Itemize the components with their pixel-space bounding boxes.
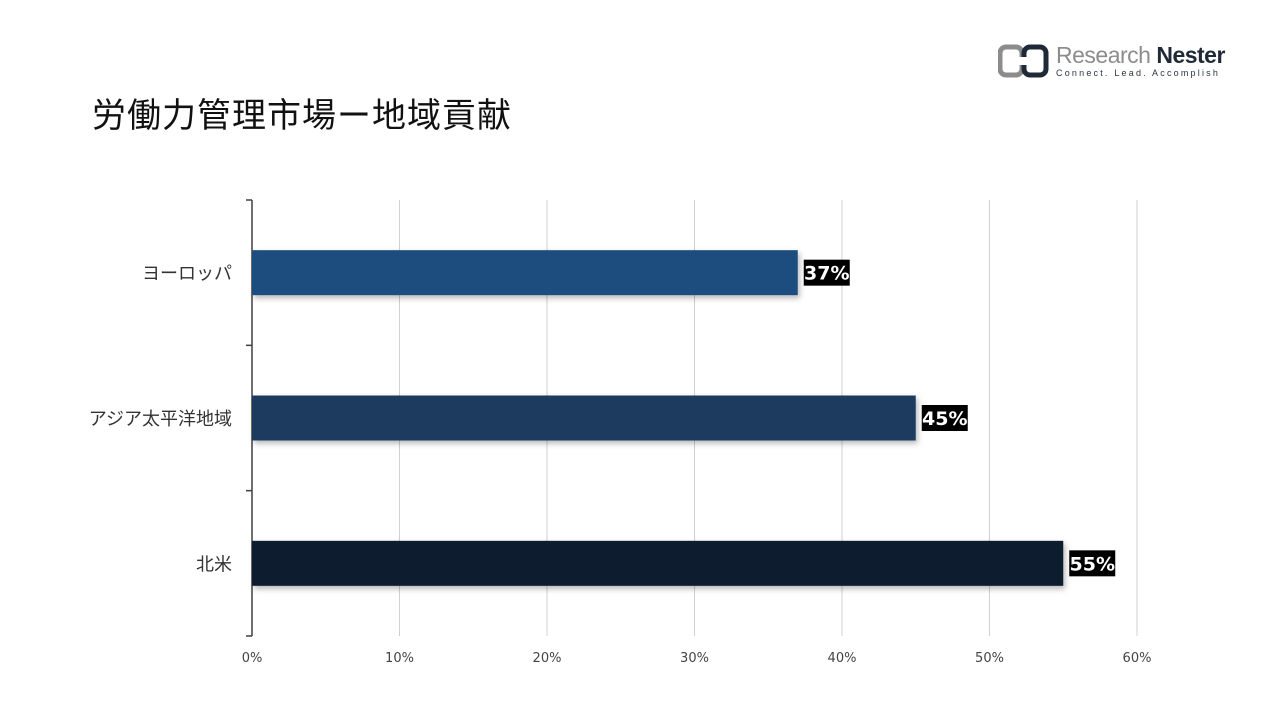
data-label-background [803,259,850,286]
x-tick-label: 10% [385,651,414,666]
logo-name-part2: Nester [1156,42,1225,68]
x-tick-label: 20% [533,651,562,666]
category-label: ヨーロッパ [142,264,232,285]
data-labels: 37% 45% 55% [803,259,1116,577]
chart-title: 労働力管理市場ー地域貢献 [92,96,512,136]
y-axis [246,199,253,637]
x-tick-label: 50% [975,651,1004,666]
x-tick-label: 0% [242,651,263,666]
bar [252,250,798,296]
x-tick-label: 60% [1123,651,1152,666]
research-nester-logo: Research Nester Connect. Lead. Accomplis… [998,44,1225,78]
category-label: 北米 [196,554,232,575]
x-tick-label: 40% [828,651,857,666]
bar [252,540,1064,586]
data-label: 45% [922,408,967,430]
data-label-background [921,405,968,431]
data-label-background [1069,550,1116,577]
bars [252,250,1064,586]
logo-mark-icon [998,44,1049,78]
data-label: 37% [804,263,849,285]
logo-name: Research Nester [1056,44,1225,67]
logo-name-part1: Research [1056,42,1151,68]
x-tick-labels: 0% 10% 20% 30% 40% 50% 60% [242,651,1152,666]
data-label: 55% [1070,553,1115,575]
logo-tagline: Connect. Lead. Accomplish [1056,68,1221,78]
category-label: アジア太平洋地域 [89,409,232,430]
bar [252,395,916,441]
x-tick-label: 30% [680,651,709,666]
